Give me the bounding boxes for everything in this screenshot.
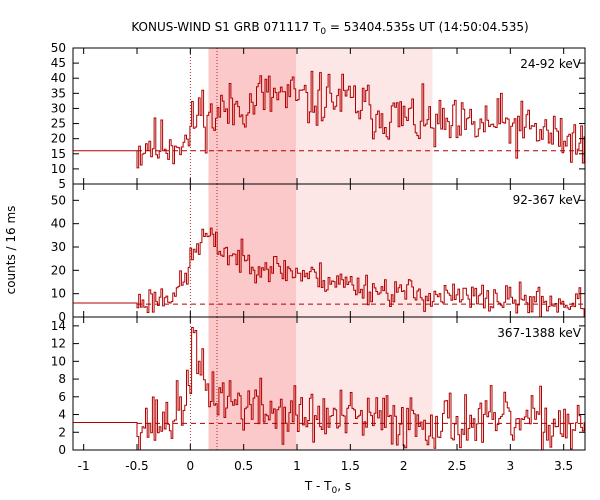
energy-band-label-3: 367-1388 keV	[497, 326, 581, 340]
y-tick-label: 0	[58, 310, 66, 324]
y-tick-label: 40	[51, 217, 66, 231]
y-tick-label: 6	[58, 390, 66, 404]
shaded-intervals	[208, 48, 433, 450]
panel-frame-3	[72, 316, 586, 451]
x-tick-label: 0.5	[234, 459, 253, 473]
light-curve-1	[73, 70, 585, 169]
y-tick-label: 20	[51, 263, 66, 277]
x-tick-label: 1.5	[341, 459, 360, 473]
y-tick-label: 5	[58, 177, 66, 191]
y-tick-label: 40	[51, 71, 66, 85]
x-tick-label: 0	[187, 459, 195, 473]
x-tick-label: 1	[293, 459, 301, 473]
y-tick-label: 50	[51, 41, 66, 55]
x-tick-label: 2	[400, 459, 408, 473]
y-tick-label: 4	[58, 408, 66, 422]
y-tick-label: 2	[58, 425, 66, 439]
y-tick-label: 30	[51, 101, 66, 115]
y-axis-label: counts / 16 ms	[4, 206, 18, 295]
y-tick-label: 10	[51, 287, 66, 301]
x-axis-label: T - T0, s	[304, 479, 351, 496]
x-tick-label: -1	[78, 459, 90, 473]
x-tick-label: -0.5	[125, 459, 148, 473]
shaded-interval-2	[208, 48, 296, 184]
y-tick-label: 50	[51, 193, 66, 207]
x-tick-label: 2.5	[447, 459, 466, 473]
y-tick-label: 45	[51, 56, 66, 70]
y-tick-label: 8	[58, 372, 66, 386]
y-tick-label: 15	[51, 147, 66, 161]
energy-band-label-2: 92-367 keV	[513, 193, 582, 207]
light-curve-2	[73, 227, 585, 318]
shaded-interval-2	[208, 317, 296, 450]
x-tick-label: 3	[507, 459, 515, 473]
y-tick-label: 10	[51, 354, 66, 368]
light-curve-3	[73, 327, 585, 451]
y-tick-label: 20	[51, 132, 66, 146]
y-tick-label: 10	[51, 162, 66, 176]
energy-band-label-1: 24-92 keV	[520, 57, 582, 71]
y-tick-label: 35	[51, 86, 66, 100]
data-series-layer	[73, 48, 585, 451]
y-tick-label: 12	[51, 337, 66, 351]
x-tick-label: 3.5	[554, 459, 573, 473]
y-tick-label: 30	[51, 240, 66, 254]
y-tick-label: 14	[51, 319, 66, 333]
y-tick-label: 25	[51, 117, 66, 131]
y-tick-label: 0	[58, 443, 66, 457]
shaded-interval-2	[208, 184, 296, 317]
chart-title: KONUS-WIND S1 GRB 071117 T0 = 53404.535s…	[131, 20, 528, 37]
